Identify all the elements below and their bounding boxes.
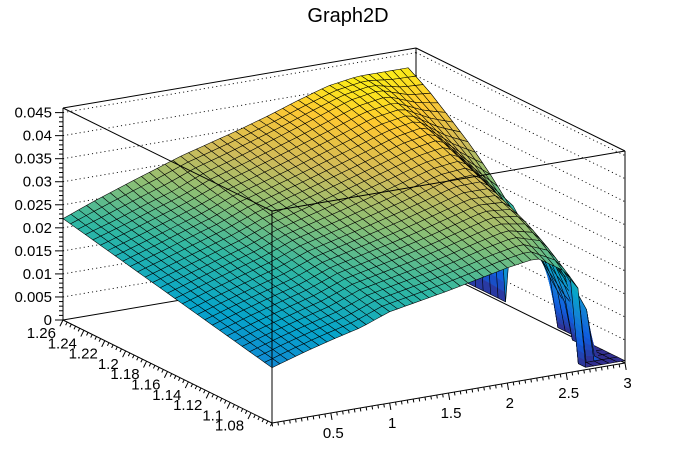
tick-label: 3 <box>623 375 631 392</box>
tick-label: 1.12 <box>173 397 202 414</box>
tick-label: 0 <box>44 312 52 329</box>
plot-frame <box>62 47 626 423</box>
tick-label: 1.22 <box>69 346 98 363</box>
z-axis: 0 0.005 0.01 0.015 0.02 0.025 0.03 0.035 0.04 0.0… <box>14 105 63 329</box>
tick-label: 0.035 <box>14 151 52 168</box>
tick-label: 0.005 <box>14 289 52 306</box>
tick-label: 1.08 <box>215 418 244 435</box>
tick-label: 0.03 <box>23 174 52 191</box>
tick-label: 1.24 <box>48 335 77 352</box>
tick-label: 0.01 <box>23 266 52 283</box>
tick-label: 1.14 <box>152 387 181 404</box>
tick-label: 0.02 <box>23 220 52 237</box>
chart-title: Graph2D <box>307 5 388 27</box>
tick-label: 2.5 <box>558 385 579 402</box>
y-axis: 1.081.11.121.141.161.181.21.221.241.26 <box>27 319 273 435</box>
tick-label: 0.025 <box>14 197 52 214</box>
tick-label: 1.18 <box>110 366 139 383</box>
tick-label: 1 <box>388 415 396 432</box>
tick-label: 1.2 <box>98 356 119 373</box>
tick-label: 0.04 <box>23 128 52 145</box>
tick-label: 1.26 <box>27 325 56 342</box>
tick-label: 1.1 <box>202 407 223 424</box>
tick-label: 1.5 <box>441 405 462 422</box>
tick-label: 1.16 <box>131 377 160 394</box>
tick-label: 0.5 <box>323 425 344 442</box>
x-axis: 0.5 1 1.5 2 2.5 3 <box>271 362 632 442</box>
tick-label: 0.045 <box>14 105 52 122</box>
surface-mesh <box>62 67 626 368</box>
tick-label: 2 <box>506 395 514 412</box>
tick-label: 0.015 <box>14 243 52 260</box>
